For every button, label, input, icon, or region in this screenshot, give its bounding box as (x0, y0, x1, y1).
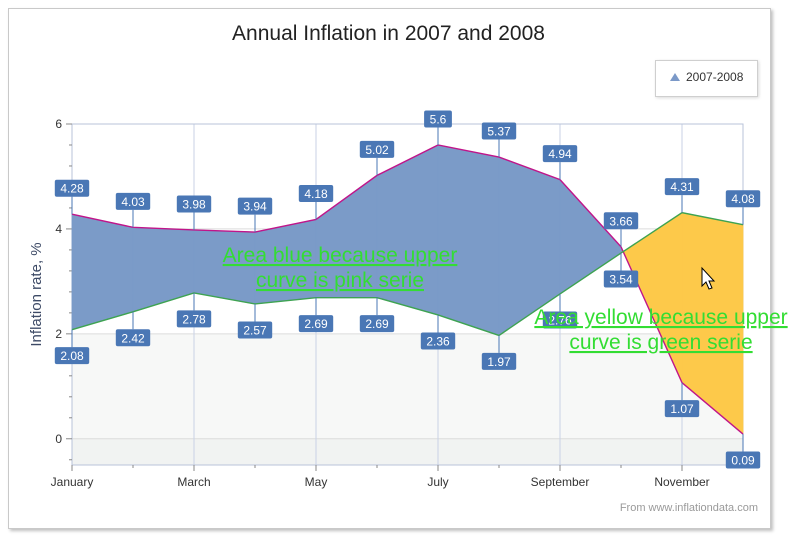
data-label-box (664, 400, 700, 418)
data-label-box (54, 347, 90, 365)
y-tick-label: 6 (55, 117, 62, 131)
annotation-text: curve is pink serie (256, 269, 424, 292)
data-label-box (725, 190, 761, 208)
data-label-box (725, 451, 761, 469)
data-label-box (359, 140, 395, 158)
data-label: 3.66 (609, 214, 633, 228)
data-label: 2.08 (60, 349, 84, 363)
data-label: 3.98 (182, 197, 206, 211)
data-label: 5.02 (365, 143, 389, 157)
plot-band (72, 333, 743, 439)
data-label: 4.94 (548, 147, 572, 161)
data-label: 5.37 (487, 125, 511, 139)
legend-label: 2007-2008 (686, 70, 744, 84)
data-label: 3.54 (609, 273, 633, 287)
range-area (132, 226, 195, 313)
range-area (71, 213, 134, 331)
data-label: 2.76 (548, 313, 572, 327)
source-note: From www.inflationdata.com (619, 502, 758, 514)
mouse-cursor-icon (701, 266, 716, 290)
data-label: 1.97 (487, 355, 511, 369)
annotation-text: curve is green serie (569, 331, 752, 354)
x-tick-label: November (654, 475, 709, 489)
y-tick-label: 4 (55, 222, 62, 236)
series-line (71, 144, 744, 435)
data-label: 2.36 (426, 334, 450, 348)
annotation-text: Area yellow because upper (534, 306, 787, 329)
data-label: 2.42 (121, 331, 145, 345)
annotation-text: Area blue because upper (223, 244, 458, 267)
data-label-box (603, 212, 639, 230)
x-tick-label: May (305, 475, 328, 489)
range-area (437, 144, 500, 336)
data-label-box (115, 192, 151, 210)
x-tick-label: January (51, 475, 94, 489)
data-label-box (424, 110, 452, 128)
data-label-box (115, 329, 151, 347)
y-tick-label: 0 (55, 432, 62, 446)
data-label: 2.69 (304, 317, 328, 331)
data-label-box (176, 195, 212, 213)
chart-title: Annual Inflation in 2007 and 2008 (232, 22, 545, 45)
x-tick-label: September (531, 475, 590, 489)
data-label: 4.31 (670, 180, 694, 194)
plot-band (72, 438, 743, 465)
x-tick-label: March (177, 475, 210, 489)
data-label: 2.69 (365, 317, 389, 331)
legend-marker-icon (670, 73, 680, 81)
data-label-box (237, 321, 273, 339)
data-label: 0.09 (731, 454, 755, 468)
data-label: 2.57 (243, 323, 267, 337)
data-label: 3.94 (243, 200, 267, 214)
data-label: 4.28 (60, 182, 84, 196)
data-label: 4.03 (121, 195, 145, 209)
y-axis-label: Inflation rate, % (28, 242, 45, 346)
data-label: 2.78 (182, 312, 206, 326)
data-label-box (54, 179, 90, 197)
data-label-box (176, 310, 212, 328)
data-label-box (603, 270, 639, 288)
y-tick-label: 2 (55, 327, 62, 341)
data-label: 4.18 (304, 187, 328, 201)
data-label-box (542, 311, 578, 329)
data-label-box (481, 352, 517, 370)
data-label-box (664, 178, 700, 196)
data-label-box (359, 315, 395, 333)
data-label-box (542, 145, 578, 163)
legend[interactable]: 2007-2008 (655, 60, 758, 97)
data-label-box (481, 122, 517, 140)
data-label: 5.6 (430, 112, 447, 126)
data-label-box (420, 332, 456, 350)
series-line (71, 211, 744, 337)
data-label-box (298, 184, 334, 202)
data-label: 1.07 (670, 402, 694, 416)
data-label: 4.08 (731, 192, 755, 206)
x-tick-label: July (427, 475, 448, 489)
data-label-box (298, 315, 334, 333)
data-label-box (237, 197, 273, 215)
